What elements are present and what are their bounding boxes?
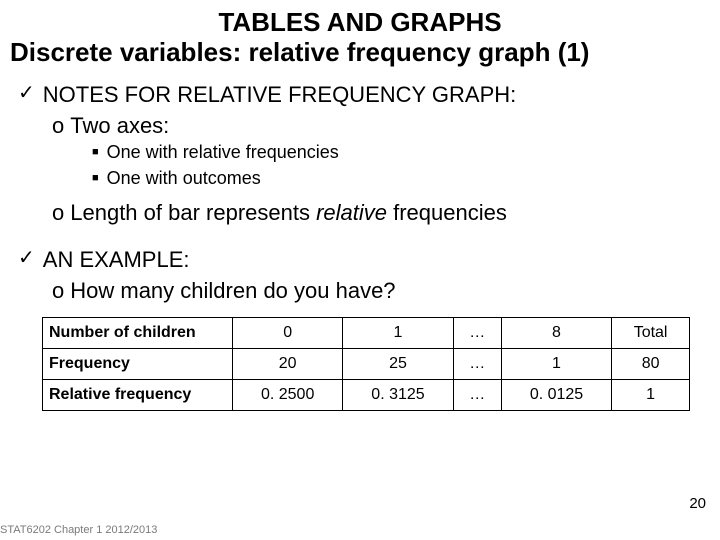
table-cell: 20	[233, 348, 343, 379]
check-icon: ✓	[18, 80, 35, 105]
notes-bar-prefix: Length of bar represents	[70, 200, 316, 225]
notes-axis1: One with relative frequencies	[107, 141, 339, 164]
page-number: 20	[689, 495, 706, 512]
notes-heading-row: ✓ NOTES FOR RELATIVE FREQUENCY GRAPH:	[18, 80, 710, 111]
title-sub: Discrete variables: relative frequency g…	[10, 38, 710, 68]
table-cell: 1	[612, 379, 690, 410]
table-cell: …	[453, 317, 501, 348]
notes-bar-suffix: frequencies	[387, 200, 507, 225]
table-cell: 25	[343, 348, 453, 379]
title-main: TABLES AND GRAPHS	[10, 8, 710, 38]
row-label-2: Relative frequency	[43, 379, 233, 410]
table-cell: 0	[233, 317, 343, 348]
notes-bar: Length of bar represents relative freque…	[70, 198, 507, 229]
frequency-table-wrap: Number of children 0 1 … 8 Total Frequen…	[42, 317, 690, 411]
table-cell: 0. 2500	[233, 379, 343, 410]
notes-heading: NOTES FOR RELATIVE FREQUENCY GRAPH:	[43, 80, 516, 111]
table-cell: 0. 3125	[343, 379, 453, 410]
table-cell: …	[453, 379, 501, 410]
circle-icon: o	[52, 198, 64, 229]
check-icon: ✓	[18, 245, 35, 270]
table-cell: 1	[343, 317, 453, 348]
notes-two-axes: Two axes:	[70, 111, 169, 142]
table-row: Relative frequency 0. 2500 0. 3125 … 0. …	[43, 379, 690, 410]
notes-axis1-row: ■ One with relative frequencies	[92, 141, 710, 164]
row-label-0: Number of children	[43, 317, 233, 348]
example-question-row: o How many children do you have?	[52, 276, 710, 307]
example-heading: AN EXAMPLE:	[43, 245, 190, 276]
notes-two-axes-row: o Two axes:	[52, 111, 710, 142]
table-row: Frequency 20 25 … 1 80	[43, 348, 690, 379]
footer-source: STAT6202 Chapter 1 2012/2013	[0, 524, 157, 536]
example-question: How many children do you have?	[70, 276, 395, 307]
table-cell: 0. 0125	[501, 379, 611, 410]
square-icon: ■	[92, 141, 99, 163]
notes-axis2: One with outcomes	[107, 167, 261, 190]
notes-axis2-row: ■ One with outcomes	[92, 167, 710, 190]
notes-bar-row: o Length of bar represents relative freq…	[52, 198, 710, 229]
circle-icon: o	[52, 276, 64, 307]
frequency-table: Number of children 0 1 … 8 Total Frequen…	[42, 317, 690, 411]
notes-bar-italic: relative	[316, 200, 387, 225]
table-cell: 8	[501, 317, 611, 348]
circle-icon: o	[52, 111, 64, 142]
table-cell: 1	[501, 348, 611, 379]
table-cell: Total	[612, 317, 690, 348]
row-label-1: Frequency	[43, 348, 233, 379]
table-cell: …	[453, 348, 501, 379]
example-heading-row: ✓ AN EXAMPLE:	[18, 245, 710, 276]
square-icon: ■	[92, 167, 99, 189]
table-row: Number of children 0 1 … 8 Total	[43, 317, 690, 348]
table-cell: 80	[612, 348, 690, 379]
